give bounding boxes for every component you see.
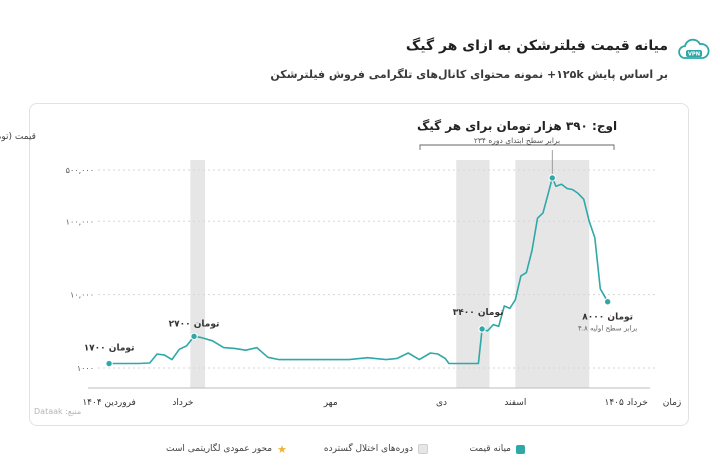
peak-bracket bbox=[419, 144, 615, 150]
disruption-band-1 bbox=[456, 160, 490, 388]
logo-text: VPN bbox=[688, 52, 700, 58]
legend-item-median: میانه قیمت bbox=[469, 444, 525, 454]
peak-callout-subtitle: ۲۳۴ برابر سطح ابتدای دوره bbox=[474, 136, 560, 145]
annotation-point-1 bbox=[190, 332, 198, 341]
legend-item-log-note: ★ محور عمودی لگاریتمی است bbox=[166, 442, 287, 456]
annotation-point-0 bbox=[105, 359, 113, 368]
x-tick-label-0: فروردین ۱۴۰۴ bbox=[82, 398, 136, 408]
source-credit: منبع: Dataak bbox=[34, 407, 82, 416]
legend: میانه قیمت دوره‌های اختلال گسترده ★ محور… bbox=[0, 438, 720, 462]
annotation-point-2 bbox=[478, 325, 486, 333]
legend-swatch-median bbox=[516, 444, 525, 454]
annotation-label-2: ۳۴۰۰ تومان bbox=[453, 308, 504, 318]
disruption-band-0 bbox=[190, 160, 206, 388]
chart-title: میانه قیمت فیلترشکن به ازای هر گیگ bbox=[405, 38, 668, 54]
x-axis-label: زمان bbox=[663, 398, 682, 408]
y-tick-label-2: ۱۰۰,۰۰۰ bbox=[66, 217, 94, 226]
disruption-bands bbox=[190, 160, 590, 388]
series-line-0 bbox=[109, 177, 609, 365]
legend-label-log-note: محور عمودی لگاریتمی است bbox=[166, 444, 273, 454]
x-tick-label-2: مهر bbox=[323, 398, 338, 408]
y-tick-label-0: ۱۰۰۰ bbox=[77, 364, 94, 373]
legend-item-disruption: دوره‌های اختلال گسترده bbox=[324, 444, 428, 454]
legend-label-median: میانه قیمت bbox=[469, 444, 511, 454]
chart-subtitle: بر اساس پایش ۱۲۵k+ نمونه محتوای کانال‌ها… bbox=[270, 68, 668, 81]
x-tick-label-1: خرداد bbox=[172, 398, 193, 408]
annotation-sublabel-3: ۴.۸ برابر سطح اولیه bbox=[578, 325, 638, 333]
annotation-label-1: ۲۷۰۰ تومان bbox=[169, 319, 220, 329]
peak-point bbox=[548, 174, 556, 182]
vpn-cloud-logo: VPN bbox=[678, 38, 710, 59]
axes: ۱۰۰۰ ۱۰,۰۰۰ ۱۰۰,۰۰۰ ۵۰۰,۰۰۰ قیمت (تومان)* فرو… bbox=[0, 132, 681, 408]
annotation-label-0: ۱۷۰۰ تومان bbox=[84, 344, 135, 354]
annotations: ۱۷۰۰ تومان ۲۷۰۰ تومان ۳۴۰۰ تومان ۸۰۰۰ تومان… bbox=[84, 119, 638, 368]
y-tick-label-3: ۵۰۰,۰۰۰ bbox=[66, 166, 94, 175]
star-icon: ★ bbox=[277, 442, 287, 456]
disruption-band-2 bbox=[515, 160, 590, 388]
x-tick-label-3: دی bbox=[436, 398, 447, 408]
annotation-point-3 bbox=[603, 298, 612, 306]
y-axis-label: قیمت (تومان)* bbox=[0, 132, 36, 142]
annotation-label-3: ۸۰۰۰ تومان bbox=[582, 313, 633, 323]
peak-callout-title: اوج: ۳۹۰ هزار تومان برای هر گیگ bbox=[417, 119, 617, 134]
legend-label-disruption: دوره‌های اختلال گسترده bbox=[323, 444, 413, 454]
series-layer bbox=[109, 177, 609, 365]
y-tick-label-1: ۱۰,۰۰۰ bbox=[70, 291, 94, 300]
legend-swatch-disruption bbox=[418, 444, 428, 454]
x-tick-label-5: خرداد ۱۴۰۵ bbox=[605, 398, 648, 408]
x-tick-label-4: اسفند bbox=[504, 398, 526, 408]
